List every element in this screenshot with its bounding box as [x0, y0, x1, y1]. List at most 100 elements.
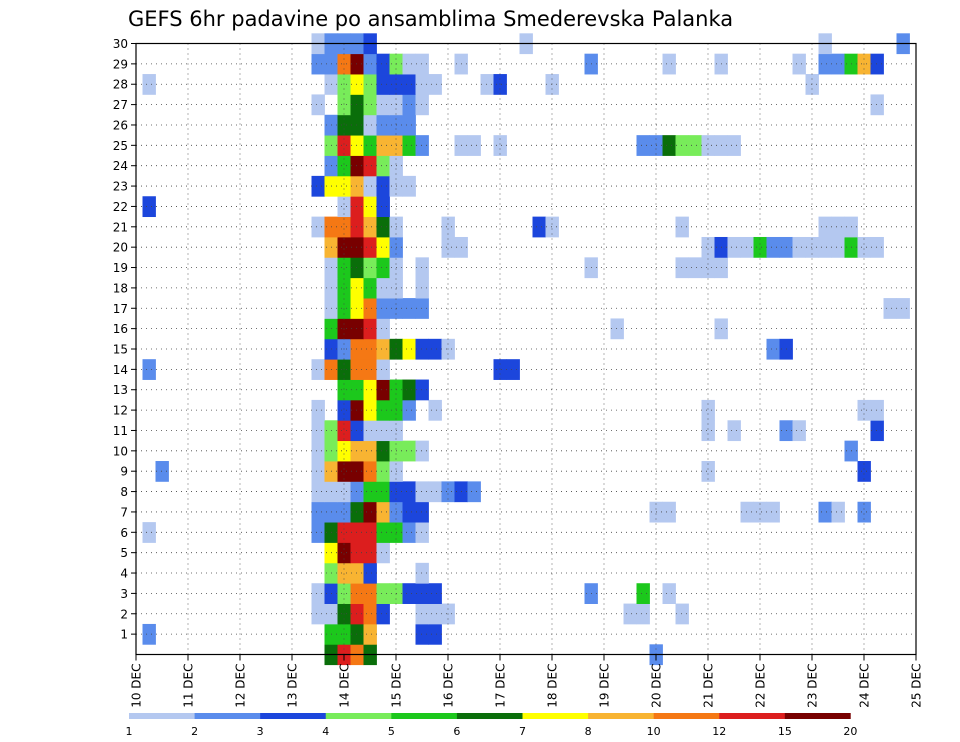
heatmap-cell	[350, 481, 364, 503]
y-tick-label: 20	[113, 241, 128, 255]
heatmap-cell	[337, 196, 351, 218]
gridlines	[136, 43, 916, 655]
heatmap-cell	[350, 135, 364, 156]
heatmap-cell	[415, 603, 429, 625]
heatmap-cell	[376, 420, 390, 442]
y-tick-label: 15	[113, 343, 128, 357]
heatmap-cell	[727, 135, 741, 156]
heatmap-cell	[402, 298, 416, 319]
heatmap-cell	[337, 461, 351, 482]
y-tick-label: 27	[113, 98, 128, 112]
heatmap-cell	[350, 562, 364, 584]
heatmap-cell	[376, 359, 390, 380]
heatmap-cell	[376, 277, 390, 299]
x-tick-label: 22 DEC	[754, 664, 768, 708]
x-tick-label: 19 DEC	[598, 664, 612, 708]
heatmap-cell	[376, 583, 390, 604]
heatmap-cell	[363, 74, 377, 95]
colorbar-swatch	[260, 713, 327, 719]
y-tick-label: 30	[113, 37, 128, 51]
heatmap-cell	[415, 440, 429, 462]
heatmap-cell	[532, 216, 546, 238]
colorbar-label: 2	[191, 725, 198, 738]
heatmap-cell	[363, 481, 377, 503]
heatmap-cell	[428, 74, 442, 95]
heatmap-cell	[337, 359, 351, 380]
colorbar-swatch	[325, 713, 392, 719]
colorbar-swatch	[129, 713, 195, 719]
heatmap-cell	[363, 542, 377, 564]
heatmap-cell	[363, 603, 377, 625]
x-tick-label: 18 DEC	[546, 664, 560, 708]
heatmap-cell	[363, 175, 377, 197]
heatmap-cell	[870, 420, 884, 442]
heatmap-cell	[376, 94, 390, 116]
heatmap-cell	[740, 236, 754, 258]
heatmap-cell	[805, 236, 819, 258]
heatmap-cell	[896, 298, 910, 319]
heatmap-cell	[363, 114, 377, 136]
heatmap-cell	[311, 359, 325, 380]
heatmap-cell	[402, 379, 416, 401]
heatmap-cell	[818, 53, 832, 75]
colorbar-label: 6	[453, 725, 460, 738]
heatmap-cell	[311, 53, 325, 75]
heatmap-cell	[337, 114, 351, 136]
heatmap-cell	[376, 216, 390, 238]
heatmap-cell	[506, 359, 520, 380]
colorbar-swatch	[194, 713, 261, 719]
heatmap-cell	[350, 603, 364, 625]
heatmap-cell	[350, 379, 364, 401]
colorbar-label: 1	[126, 725, 133, 738]
heatmap-cell	[363, 359, 377, 380]
heatmap-cell	[363, 501, 377, 523]
heatmap-cell	[363, 399, 377, 421]
colorbar-label: 20	[843, 725, 857, 738]
heatmap-cell	[350, 542, 364, 564]
heatmap-cell	[818, 501, 832, 523]
heatmap-cell	[701, 236, 715, 258]
heatmap-cell	[363, 623, 377, 645]
x-tick-label: 14 DEC	[338, 664, 352, 708]
y-tick-label: 5	[120, 546, 128, 560]
heatmap-cell	[441, 216, 455, 238]
heatmap-cell	[428, 481, 442, 503]
heatmap-cell	[727, 236, 741, 258]
heatmap-cell	[402, 114, 416, 136]
heatmap-cell	[311, 175, 325, 197]
y-tick-label: 24	[113, 159, 128, 173]
heatmap-cell	[350, 216, 364, 238]
y-axis-ticks: 1234567891011121314151617181920212223242…	[113, 37, 136, 642]
heatmap-cell	[441, 481, 455, 503]
heatmap-cell	[350, 501, 364, 523]
y-tick-label: 22	[113, 200, 128, 214]
y-tick-label: 26	[113, 118, 128, 132]
heatmap-cell	[376, 196, 390, 218]
colorbar-swatch	[588, 713, 654, 719]
heatmap-cell	[376, 175, 390, 197]
heatmap-cell	[480, 74, 494, 95]
heatmap-cell	[883, 298, 897, 319]
heatmap-cell	[662, 135, 676, 156]
heatmap-cell	[415, 257, 429, 279]
heatmap-cell	[376, 481, 390, 503]
x-axis-ticks: 10 DEC 11 DEC 12 DEC 13 DEC 14 DEC 15 DEC 16 D…	[130, 654, 924, 708]
heatmap-cell	[610, 318, 624, 340]
heatmap-cell	[311, 440, 325, 462]
heatmap-cell	[792, 420, 806, 442]
x-tick-label: 25 DEC	[910, 664, 924, 708]
heatmap-cell	[350, 155, 364, 177]
heatmap-cell	[337, 481, 351, 503]
y-tick-label: 17	[113, 302, 128, 316]
heatmap-cell	[675, 603, 689, 625]
colorbar-label: 4	[322, 725, 329, 738]
heatmap-cell	[818, 216, 832, 238]
heatmap-cell	[636, 603, 650, 625]
y-tick-label: 16	[113, 322, 128, 336]
heatmap-cell	[402, 399, 416, 421]
y-tick-label: 11	[113, 424, 128, 438]
heatmap-cell	[350, 623, 364, 645]
heatmap-cell	[688, 135, 702, 156]
heatmap-cell	[350, 461, 364, 482]
